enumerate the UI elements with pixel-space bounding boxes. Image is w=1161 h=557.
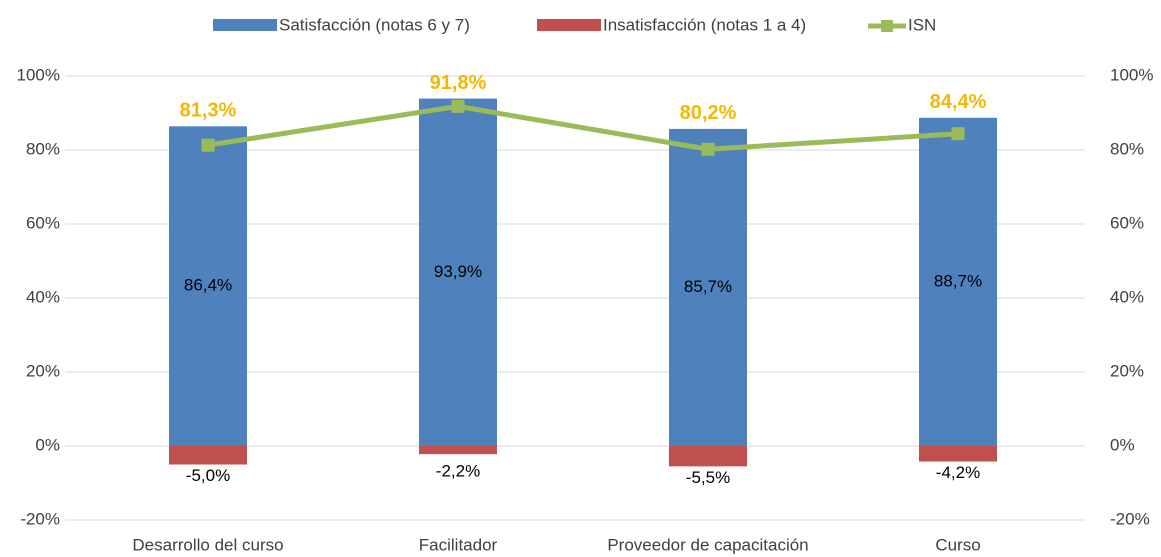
y-tick-label: 60%	[26, 213, 60, 232]
y2-tick-label: 100%	[1110, 65, 1153, 84]
data-label: 85,7%	[684, 277, 732, 296]
bar	[169, 446, 247, 465]
line-marker	[451, 99, 465, 113]
bar	[919, 446, 997, 462]
line-marker	[951, 127, 965, 141]
y2-tick-label: 60%	[1110, 213, 1144, 232]
legend-label: Insatisfacción (notas 1 a 4)	[603, 15, 806, 34]
y-tick-label: 0%	[35, 435, 60, 454]
y2-tick-label: 20%	[1110, 361, 1144, 380]
y2-tick-label: 40%	[1110, 287, 1144, 306]
data-label: 86,4%	[184, 276, 232, 295]
y-tick-label: 20%	[26, 361, 60, 380]
y-tick-label: 100%	[17, 65, 60, 84]
x-tick-label: Curso	[935, 535, 980, 554]
x-tick-label: Facilitador	[419, 535, 498, 554]
data-label: 84,4%	[930, 91, 987, 113]
y2-tick-label: -20%	[1110, 509, 1150, 528]
x-tick-label: Desarrollo del curso	[132, 535, 283, 554]
y-tick-label: -20%	[20, 509, 60, 528]
legend-swatch	[881, 20, 893, 32]
line-marker	[701, 142, 715, 156]
y-tick-label: 40%	[26, 287, 60, 306]
data-label: 88,7%	[934, 271, 982, 290]
bar	[419, 98, 497, 446]
data-label: 91,8%	[430, 72, 487, 94]
y2-tick-label: 80%	[1110, 139, 1144, 158]
data-label: -4,2%	[936, 463, 980, 482]
bar	[919, 117, 997, 446]
data-label: -5,0%	[186, 466, 230, 485]
data-label: -2,2%	[436, 461, 480, 480]
y2-tick-label: 0%	[1110, 435, 1135, 454]
line	[207, 103, 959, 152]
bar	[669, 128, 747, 446]
legend-label: Satisfacción (notas 6 y 7)	[279, 15, 470, 34]
data-label: 93,9%	[434, 262, 482, 281]
bar	[169, 126, 247, 446]
legend-swatch	[537, 19, 601, 31]
line-marker	[201, 138, 215, 152]
bar	[669, 446, 747, 467]
bar	[419, 446, 497, 455]
data-label: 80,2%	[680, 102, 737, 124]
x-tick-label: Proveedor de capacitación	[607, 535, 808, 554]
y-tick-label: 80%	[26, 139, 60, 158]
legend-label: ISN	[908, 15, 936, 34]
legend-swatch	[213, 19, 277, 31]
data-label: -5,5%	[686, 468, 730, 487]
data-label: 81,3%	[180, 100, 237, 122]
